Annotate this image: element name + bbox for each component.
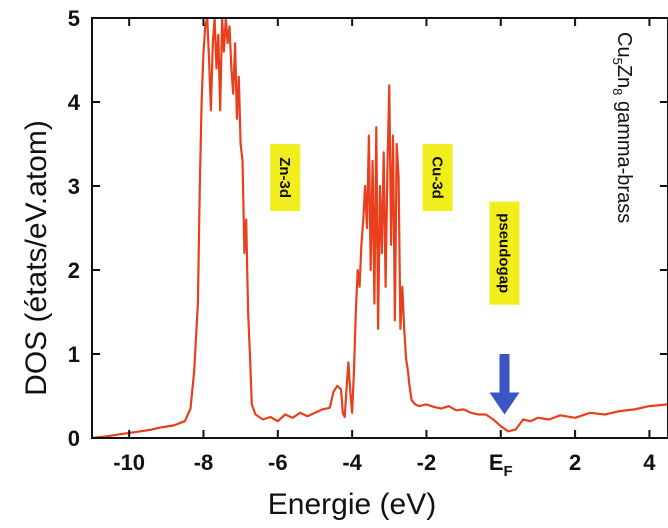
ticks-layer: -10 -8 -6 -4 -2 EF 2 4 0 1 2 3 4 5: [68, 6, 668, 480]
material-zn-sub: 8: [610, 88, 625, 95]
x-tick-label: -10: [113, 450, 145, 475]
material-label: Cu5Zn8 gamma-brass: [610, 32, 635, 223]
annotation-box: [422, 144, 453, 212]
x-tick-label: 2: [569, 450, 581, 475]
annotation-box: [270, 144, 301, 212]
y-tick-label: 5: [68, 6, 80, 31]
y-axis-title: DOS (états/eV.atom): [20, 120, 53, 396]
annotation-text: Cu-3d: [429, 156, 446, 199]
y-tick-label: 4: [68, 90, 81, 115]
annotation-zn-3d: Zn-3d: [270, 144, 301, 212]
dos-curve-0: [92, 18, 668, 438]
material-cu: Cu: [613, 32, 635, 58]
annotation-text: pseudogap: [495, 213, 512, 293]
annotation-cu-3d: Cu-3d: [422, 144, 453, 212]
y-tick-label: 3: [68, 174, 80, 199]
fermi-subscript: F: [504, 463, 513, 480]
y-tick-label: 1: [68, 342, 80, 367]
x-tick-label: -8: [194, 450, 214, 475]
y-tick-label: 0: [68, 426, 80, 451]
plot-frame: [91, 17, 668, 439]
x-tick-label: -2: [417, 450, 437, 475]
x-axis-title: Energie (eV): [268, 488, 436, 521]
material-zn: Zn: [613, 65, 635, 88]
pseudogap-arrow: [489, 354, 520, 415]
annotation-box: [489, 201, 520, 305]
material-rest: gamma-brass: [613, 95, 635, 223]
x-tick-label: 4: [643, 450, 656, 475]
curve-layer: [92, 18, 668, 438]
material-cu-sub: 5: [610, 58, 625, 65]
annotation-layer: Zn-3d Cu-3d pseudogap: [270, 144, 520, 415]
x-tick-label: -4: [342, 450, 362, 475]
annotation-pseudogap: pseudogap: [489, 201, 520, 305]
arrow-shape: [489, 354, 520, 415]
y-tick-label: 2: [68, 258, 80, 283]
annotation-text: Zn-3d: [276, 157, 293, 198]
x-tick-label: -6: [268, 450, 288, 475]
x-tick-label: EF: [489, 450, 513, 480]
